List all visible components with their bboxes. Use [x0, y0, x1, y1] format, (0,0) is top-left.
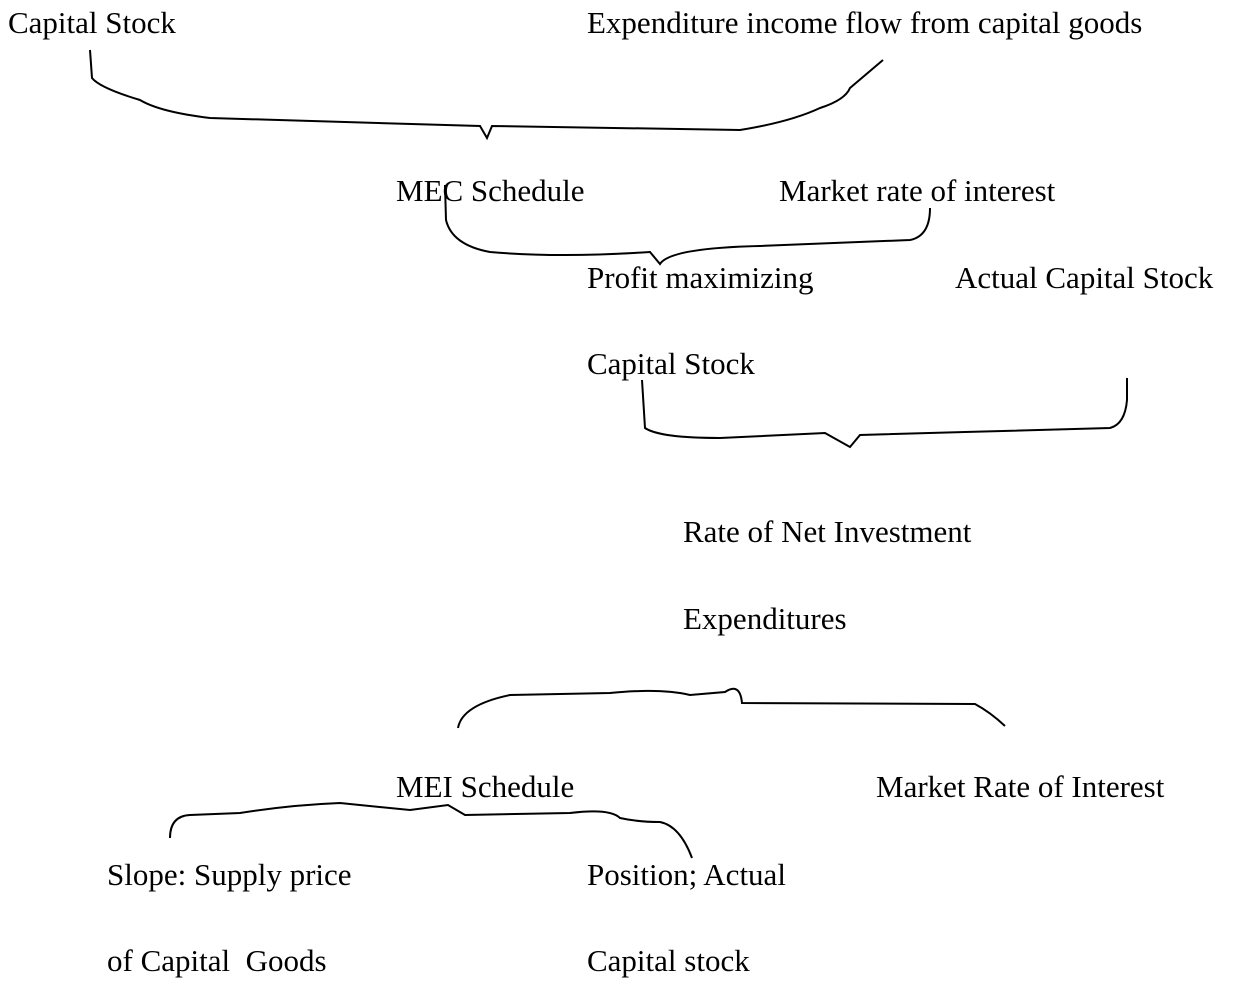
node-label: Position; Actual — [587, 857, 786, 892]
node-label: Capital stock — [587, 943, 750, 978]
node-label: MEI Schedule — [396, 769, 574, 804]
brace — [89, 49, 884, 141]
node-label: Capital Stock — [8, 5, 176, 40]
node-label: of Capital Goods — [107, 943, 327, 978]
node-label: Slope: Supply price — [107, 857, 352, 892]
brace — [169, 801, 693, 859]
brace — [641, 378, 1128, 449]
brace — [444, 184, 931, 266]
node-label: Profit maximizing — [587, 260, 813, 295]
node-label: Market Rate of Interest — [876, 769, 1165, 804]
node-label: Market rate of interest — [779, 173, 1056, 208]
node-label: Actual Capital Stock — [955, 260, 1214, 295]
node-label: MEC Schedule — [396, 173, 585, 208]
node-label: Expenditure income flow from capital goo… — [587, 5, 1142, 40]
brace — [457, 687, 1006, 729]
node-label: Rate of Net Investment — [683, 514, 972, 549]
node-label: Capital Stock — [587, 346, 755, 381]
node-label: Expenditures — [683, 601, 847, 636]
